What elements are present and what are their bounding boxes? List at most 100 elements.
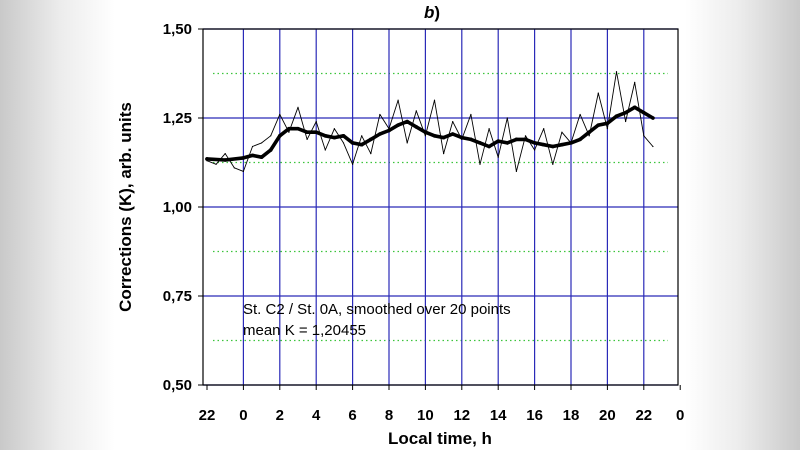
y-tick-label-4: 1,50 [163, 21, 192, 38]
x-tick-label-2: 2 [276, 407, 284, 424]
smoothed-point-20 [405, 119, 410, 124]
raw-point-14 [333, 128, 335, 130]
smoothed-point-27 [469, 137, 473, 142]
smoothed-point-37 [560, 142, 564, 147]
raw-point-1 [215, 163, 217, 165]
smoothed-point-32 [514, 137, 519, 142]
smoothed-point-18 [387, 128, 391, 133]
y-tick-label-3: 1,25 [163, 110, 192, 127]
smoothed-point-45 [632, 105, 637, 110]
x-tick-label-7: 12 [453, 407, 470, 424]
raw-point-18 [370, 153, 372, 155]
annotation-line-1: St. C2 / St. 0A, smoothed over 20 points [243, 301, 511, 318]
smoothed-point-4 [259, 155, 264, 159]
smoothed-point-34 [532, 141, 537, 145]
raw-point-42 [588, 135, 590, 137]
smoothed-point-12 [332, 135, 337, 140]
smoothed-point-42 [605, 121, 610, 126]
raw-point-8 [279, 113, 281, 116]
x-tick-label-11: 20 [599, 407, 616, 424]
x-tick-label-8: 14 [490, 407, 507, 424]
x-tick-label-10: 18 [563, 407, 580, 424]
x-tick-labels: 22 0 2 4 6 8 10 12 14 16 18 20 22 0 [199, 385, 684, 424]
raw-point-23 [415, 110, 417, 112]
smoothed-point-14 [350, 141, 355, 145]
smoothed-point-24 [441, 135, 446, 140]
raw-point-33 [506, 117, 508, 119]
raw-point-5 [251, 145, 254, 148]
y-tick-labels: 0,50 0,75 1,00 1,25 1,50 [163, 21, 203, 394]
x-tick-label-1: 0 [239, 407, 247, 424]
panel-label: b) [424, 3, 440, 22]
smoothed-point-44 [623, 110, 628, 115]
raw-point-46 [625, 120, 627, 123]
x-tick-label-13: 0 [676, 407, 684, 424]
raw-point-47 [634, 81, 636, 83]
raw-point-4 [242, 170, 244, 172]
raw-point-3 [233, 167, 235, 169]
raw-point-6 [261, 142, 263, 144]
raw-point-34 [515, 170, 518, 172]
smoothed-point-38 [569, 141, 573, 145]
raw-point-16 [352, 163, 354, 165]
raw-point-21 [397, 99, 399, 101]
smoothed-point-0 [205, 157, 209, 161]
smoothed-point-39 [578, 137, 582, 142]
x-tick-label-6: 10 [417, 407, 434, 424]
smoothed-point-35 [541, 142, 546, 147]
smoothed-point-15 [359, 142, 364, 147]
smoothed-point-47 [651, 116, 655, 120]
smoothed-point-1 [223, 158, 227, 162]
y-axis-title: Corrections (K), arb. units [116, 102, 135, 312]
smoothed-point-26 [460, 135, 464, 140]
smoothed-point-40 [587, 130, 591, 135]
smoothed-point-16 [369, 137, 373, 142]
smoothed-point-9 [305, 130, 309, 135]
raw-point-15 [342, 142, 345, 144]
raw-point-24 [424, 135, 426, 137]
raw-point-48 [643, 135, 645, 137]
raw-point-22 [406, 142, 408, 144]
smoothed-point-19 [396, 123, 400, 127]
raw-point-27 [452, 120, 454, 123]
smoothed-point-28 [478, 141, 482, 145]
raw-point-9 [288, 131, 290, 133]
raw-point-41 [579, 113, 581, 116]
raw-point-38 [552, 163, 554, 165]
raw-point-26 [443, 153, 445, 155]
smoothed-point-23 [432, 134, 437, 138]
smoothed-point-6 [278, 134, 282, 138]
raw-point-2 [224, 153, 226, 155]
raw-point-10 [297, 106, 299, 108]
x-tick-label-4: 6 [348, 407, 356, 424]
raw-point-32 [497, 156, 499, 158]
smoothed-point-13 [341, 134, 346, 138]
smoothed-point-46 [642, 110, 646, 115]
y-tick-label-1: 0,75 [163, 288, 192, 305]
raw-point-49 [652, 145, 654, 148]
x-tick-label-9: 16 [526, 407, 543, 424]
raw-point-19 [379, 113, 381, 116]
smoothed-point-8 [296, 126, 300, 131]
smoothed-point-29 [487, 144, 491, 149]
raw-point-11 [306, 138, 308, 140]
raw-point-37 [543, 128, 545, 130]
x-tick-label-3: 4 [312, 407, 321, 424]
raw-point-25 [433, 99, 436, 101]
smoothed-point-11 [323, 134, 328, 138]
series-layer [205, 71, 655, 172]
x-tick-label-5: 8 [385, 407, 393, 424]
raw-point-12 [315, 120, 317, 123]
smoothed-point-33 [523, 137, 528, 142]
smoothed-point-41 [596, 123, 601, 127]
smoothed-point-17 [378, 132, 382, 136]
x-tick-label-0: 22 [199, 407, 216, 424]
raw-point-31 [488, 128, 490, 130]
smoothed-point-22 [423, 130, 428, 135]
raw-point-29 [470, 113, 472, 116]
raw-point-45 [615, 71, 618, 73]
raw-point-17 [361, 135, 363, 137]
raw-point-43 [597, 92, 599, 94]
raw-series-line [206, 71, 654, 172]
